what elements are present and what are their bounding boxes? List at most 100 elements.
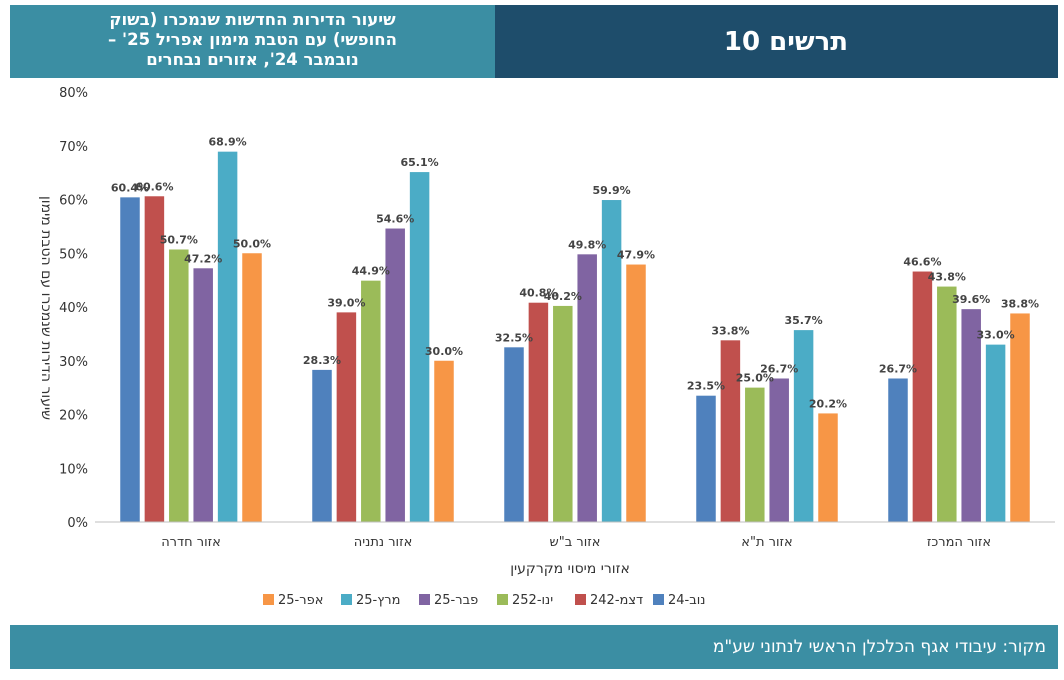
legend-label: נוב-24 — [668, 593, 706, 608]
bar — [312, 369, 332, 522]
bar-chart: 0% 10% 20% 30% 40% 50% 60% 70% 80% 26.7% 46.6% 43.… — [38, 86, 1055, 608]
data-label: 49.8% — [568, 238, 606, 251]
subtitle-line-2: החופשי) עם הטבת מימון אפריל 25' – — [108, 30, 397, 49]
category-label: אזור נתניה — [354, 535, 413, 550]
data-label: 44.9% — [352, 265, 390, 278]
category-label: אזור המרכז — [927, 535, 991, 550]
legend-swatch — [341, 594, 352, 605]
y-tick-label: 0% — [67, 516, 88, 531]
source-text: מקור: עיבודי אגף הכלכלן הראשי לנתוני שע"… — [712, 637, 1046, 657]
y-tick-label: 70% — [59, 140, 88, 155]
bar — [818, 413, 838, 522]
category-labels: אזור המרכז אזור ת"א אזור ב"ש אזור נתניה אזור… — [161, 535, 991, 550]
bar — [769, 378, 789, 522]
bar — [696, 395, 716, 522]
data-label: 47.9% — [617, 249, 655, 262]
y-tick-label: 30% — [59, 355, 88, 370]
legend-swatch — [575, 594, 586, 605]
chart-number-banner: תרשים 10 — [495, 5, 1058, 78]
legend-label: דצמ-242 — [590, 593, 643, 608]
data-label: 40.2% — [544, 290, 582, 303]
data-label: 32.5% — [495, 331, 533, 344]
data-label: 50.0% — [233, 237, 271, 250]
data-label: 26.7% — [879, 362, 917, 375]
data-label: 23.5% — [687, 380, 725, 393]
data-label: 47.2% — [184, 252, 222, 265]
category-label: אזור ת"א — [741, 535, 792, 550]
data-label: 33.0% — [977, 329, 1015, 342]
bar — [985, 344, 1006, 522]
subtitle-line-3: נובמבר 24', אזורים נבחרים — [146, 50, 359, 69]
y-tick-label: 40% — [59, 301, 88, 316]
data-label: 39.0% — [327, 296, 365, 309]
chart-subtitle: שיעור הדירות החדשות שנמכרו (בשוק החופשי)… — [10, 5, 495, 78]
bar — [217, 151, 238, 522]
data-label: 40.8% — [519, 287, 557, 300]
bar — [577, 254, 597, 522]
subtitle-line-1: שיעור הדירות החדשות שנמכרו (בשוק — [109, 10, 396, 29]
source-footer: מקור: עיבודי אגף הכלכלן הראשי לנתוני שע"… — [10, 625, 1058, 669]
bar — [144, 196, 165, 522]
bar — [793, 330, 814, 522]
bar — [409, 172, 430, 522]
category-label: אזור ב"ש — [550, 535, 601, 550]
y-tick-label: 50% — [59, 247, 88, 262]
data-label: 54.6% — [376, 213, 414, 226]
y-tick-label: 10% — [59, 462, 88, 477]
bar — [888, 378, 908, 522]
legend: נוב-24 דצמ-242 ינו-252 פבר-25 מרץ-25 אפר-25 — [263, 593, 706, 608]
bar — [912, 271, 933, 522]
bar — [720, 340, 741, 522]
legend-swatch — [263, 594, 274, 605]
legend-label: פבר-25 — [434, 593, 478, 608]
data-label: 28.3% — [303, 354, 341, 367]
y-tick-label: 20% — [59, 409, 88, 424]
data-label: 30.0% — [425, 345, 463, 358]
legend-label: מרץ-25 — [356, 593, 400, 608]
bar — [193, 268, 213, 522]
bar — [553, 305, 573, 522]
data-label: 46.6% — [903, 256, 941, 269]
bar — [626, 264, 646, 522]
chart-number: תרשים 10 — [723, 26, 848, 57]
legend-swatch — [497, 594, 508, 605]
bar — [1010, 313, 1030, 522]
data-label: 38.8% — [1001, 297, 1039, 310]
data-label: 60.6% — [135, 180, 173, 193]
data-label: 39.6% — [952, 293, 990, 306]
data-label: 65.1% — [401, 156, 439, 169]
legend-swatch — [419, 594, 430, 605]
data-label: 26.7% — [760, 362, 798, 375]
data-label: 59.9% — [593, 184, 631, 197]
legend-label: אפר-25 — [278, 593, 323, 608]
y-tick-label: 80% — [59, 86, 88, 101]
x-axis-title: אזורי מיסוי מקרקעין — [510, 561, 630, 577]
data-label: 33.8% — [711, 324, 749, 337]
bar — [504, 347, 524, 522]
bar — [169, 249, 189, 523]
bar — [745, 387, 765, 522]
bar — [937, 286, 957, 522]
data-label: 43.8% — [928, 271, 966, 284]
bar — [528, 302, 549, 522]
bar — [385, 228, 405, 522]
data-label: 20.2% — [809, 397, 847, 410]
y-axis-title: שיעור הדירות שנמכרו עם הטבת מימון — [38, 196, 54, 420]
data-label: 60.4% — [111, 181, 149, 194]
bar — [961, 309, 981, 522]
data-label: 25.0% — [736, 372, 774, 385]
legend-swatch — [653, 594, 664, 605]
bar — [336, 312, 357, 522]
bar — [120, 197, 140, 522]
bar — [601, 200, 622, 522]
data-label: 50.7% — [160, 233, 198, 246]
data-labels: 26.7% 46.6% 43.8% 39.6% 33.0% 38.8% 23.5% 33.8%… — [111, 136, 1039, 411]
bar — [242, 253, 262, 522]
category-label: אזור חדרה — [161, 535, 221, 550]
legend-label: ינו-252 — [512, 593, 553, 608]
bar — [434, 360, 454, 522]
data-label: 68.9% — [209, 136, 247, 149]
y-axis-ticks: 0% 10% 20% 30% 40% 50% 60% 70% 80% — [59, 86, 88, 531]
y-tick-label: 60% — [59, 194, 88, 209]
bars — [120, 151, 1030, 523]
